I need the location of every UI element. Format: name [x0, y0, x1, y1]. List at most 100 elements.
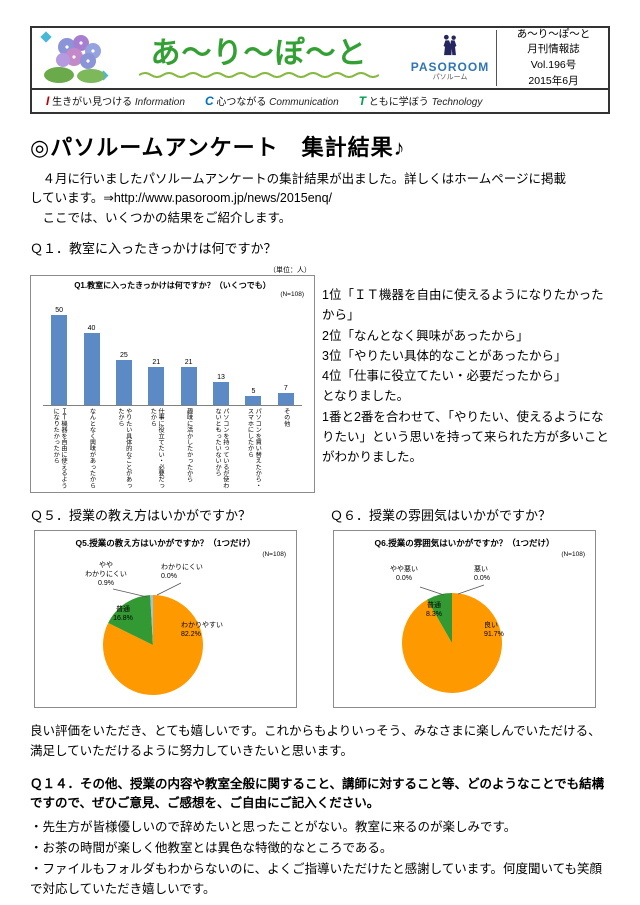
bar-category-label: 趣味に活かしたかったから — [185, 408, 193, 483]
bar — [83, 333, 100, 406]
slogan-letter-i: I — [46, 94, 50, 108]
bar-column: 5 — [237, 388, 269, 406]
pie-slice — [427, 593, 452, 644]
bar-value-label: 25 — [120, 352, 128, 360]
bar-value-label: 40 — [87, 325, 96, 333]
newsletter-title-block: あ～り～ぽ～と — [114, 38, 404, 78]
bar-column: 25 — [108, 352, 140, 406]
bar-value-label: 50 — [55, 307, 64, 315]
pie-slice — [402, 593, 503, 694]
bar-label-cell: その他 — [270, 408, 302, 490]
dancing-couple-icon — [404, 34, 496, 61]
bar-value-label: 5 — [251, 388, 256, 396]
bar-category-label: パソコンを買い替えたから・スマホにしたから — [246, 408, 262, 489]
q1-analysis-text: 1位「ＩＴ機器を自由に使えるようになりたかったから」 2位「なんとなく興味があっ… — [322, 288, 609, 465]
bullet-item: ・ファイルもフォルダもわからないのに、よくご指導いただけたと感謝しています。何度… — [30, 862, 603, 896]
slogan-information: I 生きがい見つける Information — [46, 93, 185, 108]
q5-heading: Ｑ５．授業の教え方はいかがですか？ — [30, 508, 252, 524]
issue-type: 月刊情報誌 — [527, 43, 580, 56]
pie-label: やや悪い 0.0% — [390, 566, 418, 583]
bar-label-cell: パソコンを持っているが使わないともったいないから — [205, 408, 237, 490]
bar-plot-area: 50 40 25 21 21 13 5 7 — [43, 302, 302, 407]
pie-chart-q6: Q6.授業の雰囲気はいかがですか？（1つだけ） (N=108) 良い 91.7%… — [333, 530, 596, 709]
unit-label: （単位：人） — [269, 267, 311, 275]
slogan-en-technology: Technology — [431, 97, 483, 108]
bar-value-label: 13 — [217, 373, 225, 381]
leader-line — [457, 584, 485, 595]
slogan-jp-communication: 心つながる — [216, 97, 267, 108]
bar-label-cell: 趣味に活かしたかったから — [173, 408, 205, 490]
bar — [245, 396, 262, 406]
bar-chart-column: （単位：人） Q1.教室に入ったきっかけは何ですか？（いくつでも） (N=108… — [30, 265, 315, 494]
bar-value-label: 7 — [283, 384, 288, 392]
pie-label: 悪い 0.0% — [474, 566, 490, 583]
bullet-item: ・お茶の時間が楽しく他教室とは異色な特徴的なところである。 — [30, 841, 393, 855]
leader-line — [419, 586, 445, 596]
pie-slice — [108, 595, 153, 646]
pie-q5-svg — [102, 582, 203, 696]
bullet-item: ・先生方が皆様優しいので辞めたいと思ったことがない。教室に来るのが楽しみです。 — [30, 819, 517, 834]
bar-label-cell: ＩＴ機器を自由に使えるようになりたかったから — [43, 408, 75, 490]
bar-column: 13 — [205, 373, 237, 406]
bar-category-label: ＩＴ機器を自由に使えるようになりたかったから — [52, 408, 67, 489]
feedback-bullets: ・先生方が皆様優しいので辞めたいと思ったことがない。教室に来るのが楽しみです。 … — [30, 818, 610, 900]
pie-slice — [102, 595, 203, 696]
bar-chart-title: Q1.教室に入ったきっかけは何ですか？（いくつでも） — [74, 281, 271, 291]
pie-label: 普通 8.3% — [426, 602, 442, 619]
pie-q6-title: Q6.授業の雰囲気はいかがですか？（1つだけ） — [374, 538, 555, 549]
newsletter-title: あ～り～ぽ～と — [150, 37, 368, 71]
bar-label-cell: やりたい具体的なことがあったから — [108, 408, 140, 490]
pie-label: 良い 91.7% — [484, 622, 504, 639]
bar-column: 50 — [43, 307, 75, 406]
bar-category-label: なんとなく興味があったから — [88, 408, 96, 489]
bar-category-label: パソコンを持っているが使わないともったいないから — [214, 408, 229, 489]
bar — [213, 381, 230, 406]
bar-label-cell: 仕事に役立てたい・必要だったから — [140, 408, 172, 490]
slogan-communication: C 心つながる Communication — [205, 93, 339, 108]
brand-name: PASOROOM — [410, 59, 490, 74]
pie-chart-q5: Q5.授業の教え方はいかがですか？（1つだけ） (N=108) わかりやすい 8… — [34, 530, 297, 709]
bar-label-cell: パソコンを買い替えたから・スマホにしたから — [237, 408, 269, 490]
hydrangea-flower-icon — [38, 30, 114, 86]
intro-paragraph: ４月に行いましたパソルームアンケートの集計結果が出ました。詳しくはホームページに… — [30, 172, 567, 225]
pie-label: わかりやすい 82.2% — [181, 622, 223, 639]
pie-q6-svg — [402, 584, 503, 694]
wave-underline-decoration — [139, 71, 379, 78]
bar — [148, 367, 165, 406]
pie-label: わかりにくい 0.0% — [161, 564, 203, 581]
pie-headings-row: Ｑ５．授業の教え方はいかがですか？ Ｑ６．授業の雰囲気はいかがですか？ — [30, 505, 610, 524]
bar — [51, 315, 68, 406]
slogan-jp-information: 生きがい見つける — [52, 97, 133, 108]
q6-heading: Ｑ６．授業の雰囲気はいかがですか？ — [330, 508, 552, 524]
pie-charts-row: Q5.授業の教え方はいかがですか？（1つだけ） (N=108) わかりやすい 8… — [34, 530, 610, 709]
pie-label: 普通 16.8% — [113, 606, 133, 623]
bar — [180, 367, 197, 406]
bar-label-cell: なんとなく興味があったから — [75, 408, 107, 490]
bar — [277, 392, 294, 406]
leader-line — [156, 582, 182, 596]
bar-column: 21 — [140, 359, 172, 406]
pie-label: やや わかりにくい 0.9% — [85, 562, 127, 588]
pie-slice — [150, 595, 153, 646]
q1-heading: Ｑ１．教室に入ったきっかけは何ですか？ — [30, 241, 277, 257]
bar-column: 7 — [270, 385, 302, 406]
leader-line — [112, 588, 148, 598]
masthead-top-row: あ～り～ぽ～と PASOROOM パソルーム あ～り～ぽ～と 月 — [32, 28, 608, 88]
q1-results-row: （単位：人） Q1.教室に入ったきっかけは何ですか？（いくつでも） (N=108… — [30, 265, 610, 494]
slogan-letter-t: T — [358, 94, 366, 108]
pasoroom-logo: PASOROOM パソルーム — [404, 34, 496, 81]
masthead: あ～り～ぽ～と PASOROOM パソルーム あ～り～ぽ～と 月 — [30, 26, 610, 114]
issue-volume: Vol.196号 — [530, 59, 577, 71]
issue-info: あ～り～ぽ～と 月刊情報誌 Vol.196号 2015年6月 — [496, 27, 602, 87]
bar-column: 40 — [75, 325, 107, 406]
issue-date: 2015年6月 — [528, 74, 579, 87]
pie-q5-sample-size: (N=108) — [262, 551, 286, 559]
slogan-en-communication: Communication — [269, 97, 339, 108]
q14-text: Ｑ１４．その他、授業の内容や教室全般に関すること、講師に対すること等、どのような… — [30, 776, 605, 811]
bar-chart-sample-size: (N=108) — [280, 291, 304, 299]
brand-subname: パソルーム — [432, 74, 468, 82]
bar-column: 21 — [173, 359, 205, 406]
issue-name: あ～り～ぽ～と — [516, 27, 591, 40]
pie-q6-sample-size: (N=108) — [561, 551, 585, 559]
